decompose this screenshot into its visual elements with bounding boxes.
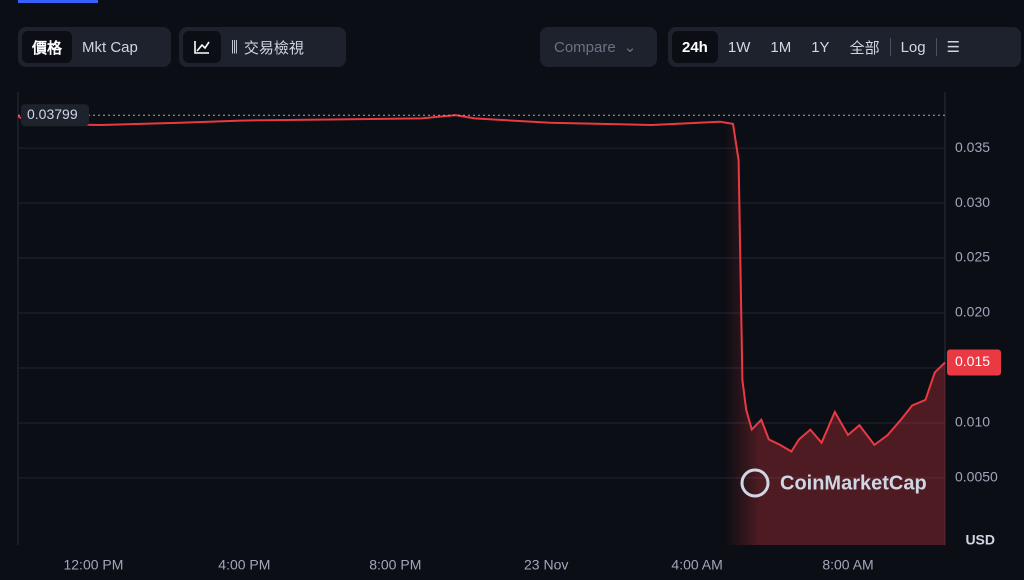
x-tick-label: 4:00 AM [671,557,722,573]
y-tick-label: 0.020 [955,304,990,320]
trading-view-label: 交易檢視 [243,39,304,57]
watermark-text: CoinMarketCap [780,472,927,494]
x-tick-label: 12:00 PM [63,557,123,573]
log-toggle[interactable]: Log [900,38,926,56]
range-1m[interactable]: 1M [770,38,792,56]
settings[interactable]: ☰ [946,39,961,56]
trading-view[interactable]: ⫼ 交易檢視 [231,38,304,57]
area-fill [18,115,945,545]
active-tab-indicator [18,0,98,3]
range-tabs: 24h 1W 1M 1Y 全部 Log ☰ [668,27,1021,67]
high-label: 0.03799 [27,106,78,122]
range-1w[interactable]: 1W [727,38,751,56]
view-tabs: ⫼ 交易檢視 [179,27,346,67]
y-tick-label: 0.035 [955,139,990,155]
range-1y[interactable]: 1Y [811,38,830,56]
separator [889,38,891,56]
y-tick-label: 0.025 [955,249,990,265]
compare[interactable]: Compare ⌄ [540,27,657,67]
x-tick-label: 4:00 PM [218,557,270,573]
tab-price[interactable]: 價格 [22,31,73,63]
metric-tabs: 價格 Mkt Cap [18,27,171,67]
currency-label: USD [965,532,995,548]
y-tick-label: 0.030 [955,194,990,210]
line-view[interactable] [183,31,221,63]
tab-mktcap[interactable]: Mkt Cap [82,38,138,56]
price-line [17,114,946,453]
range-24h[interactable]: 24h [672,31,718,63]
compare-label: Compare ⌄ [554,38,637,57]
price-badge [947,349,1001,376]
high-label-bg [21,104,89,127]
watermark: CoinMarketCap [740,468,927,498]
compare-text: Compare [554,38,616,56]
y-tick-label: 0.015 [955,353,990,369]
x-tick-label: 23 Nov [524,557,568,573]
range-all[interactable]: 全部 [849,39,880,57]
x-tick-label: 8:00 AM [822,557,873,573]
y-tick-label: 0.0050 [955,469,998,485]
x-tick-label: 8:00 PM [369,557,421,573]
y-tick-label: 0.010 [955,414,990,430]
separator [935,38,937,56]
